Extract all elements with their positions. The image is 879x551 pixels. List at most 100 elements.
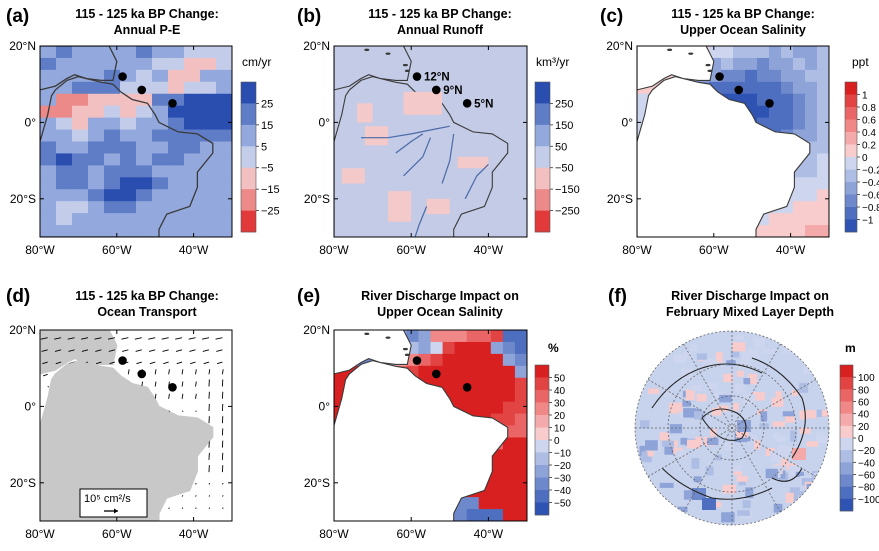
heatmap-cell [745, 57, 758, 71]
mld-cell [733, 402, 740, 411]
transport-vector [195, 393, 197, 399]
colorbar-tick-label-f: −60 [858, 471, 875, 482]
mld-cell [761, 348, 776, 354]
land-south-america-e [334, 360, 509, 521]
heatmap-cell [104, 153, 121, 166]
heatmap-cell [152, 213, 169, 226]
heatmap-cell [430, 341, 443, 355]
heatmap-cell [88, 177, 105, 190]
heatmap-cell [88, 141, 105, 154]
colorbar-segment-a [241, 124, 256, 147]
heatmap-cell [817, 213, 829, 226]
colorbar-segment-c [845, 107, 857, 120]
colorbar-tick-label-e: −20 [554, 461, 571, 472]
mld-cell [737, 510, 750, 516]
colorbar-segment-c [845, 169, 857, 183]
heatmap-cell [442, 377, 456, 391]
mld-cell [711, 407, 722, 416]
heatmap-cell [40, 189, 57, 202]
heatmap-cell [490, 509, 504, 521]
colorbar-tick-label-c: 0 [862, 153, 868, 164]
land-mask-e [334, 330, 509, 521]
mld-cell [732, 342, 746, 352]
heatmap-cell [514, 437, 527, 450]
heatmap-cell [40, 46, 57, 59]
heatmap-cell [152, 105, 169, 119]
heatmap-cell [184, 141, 201, 154]
mld-cell [735, 426, 749, 438]
heatmap-cell [514, 341, 527, 355]
heatmap-cell [418, 365, 431, 379]
heatmap-cell [454, 341, 468, 355]
heatmap-cell [478, 353, 492, 367]
heatmap-cell [490, 341, 504, 355]
colorbar-segment-e [535, 415, 549, 428]
transport-vector [161, 337, 169, 340]
heatmap-cell [88, 57, 105, 71]
transport-vector [195, 482, 197, 485]
mld-cell [707, 437, 719, 446]
mld-cell [751, 392, 765, 401]
heatmap-cell [817, 177, 829, 190]
island-b [404, 69, 410, 73]
panel-title-line2-f: February Mixed Layer Depth [666, 305, 834, 319]
transport-vector [154, 369, 157, 375]
heatmap-cell [200, 93, 217, 107]
colorbar-tick-label-e: 30 [554, 399, 566, 410]
colorbar-segment-b [535, 189, 550, 211]
transport-vector [216, 349, 223, 352]
mld-cell [676, 450, 687, 458]
heatmap-cell [805, 201, 818, 214]
land-central-america-c [637, 46, 715, 91]
runoff-decrease-patch [426, 198, 450, 215]
colorbar-segment-e [535, 390, 549, 403]
heatmap-cell [88, 225, 105, 237]
panel-title-line1-c: 115 - 125 ka BP Change: [671, 7, 815, 21]
mld-cell [738, 480, 746, 486]
heatmap-cell [200, 57, 217, 71]
heatmap-cell [184, 153, 201, 166]
heatmap-cell [168, 81, 185, 95]
heatmap-cell [72, 225, 89, 237]
heatmap-cell [88, 165, 105, 178]
heatmap-cells-a [40, 46, 232, 237]
heatmap-cell [817, 46, 829, 59]
coast-overlay-a [40, 46, 214, 237]
panel-title-line1-f: River Discharge Impact on [671, 289, 829, 303]
y-tick-label-e: 0° [319, 399, 331, 413]
mld-cell [799, 410, 807, 420]
colorbar-segment-e [535, 427, 549, 441]
colorbar-segment-e [535, 465, 549, 478]
colorbar-segment-a [241, 210, 256, 233]
mld-cell [747, 348, 754, 357]
colorbar-segment-b [535, 210, 550, 233]
heatmap-cell [40, 141, 57, 154]
colorbar-segment-a [241, 167, 256, 190]
heatmap-cell [478, 401, 492, 414]
heatmap-cell [805, 57, 818, 71]
heatmap-cell [56, 141, 73, 154]
mld-cell [664, 445, 674, 455]
mld-cell [801, 477, 815, 486]
heatmap-cell [514, 401, 527, 414]
transport-vector [54, 337, 62, 340]
heatmap-cell [168, 46, 185, 59]
heatmap-cell [817, 69, 829, 83]
heatmap-cell [514, 461, 527, 474]
heatmap-cell [216, 189, 232, 202]
x-tick-label-b: 40°W [474, 243, 504, 257]
colorbar-tick-label-f: 20 [858, 422, 870, 433]
colorbar-tick-label-b: 50 [555, 141, 567, 153]
mld-cell [648, 388, 660, 394]
heatmap-cell [168, 141, 185, 154]
x-tick-label-c: 80°W [622, 243, 652, 257]
colorbar-tick-label-f: −80 [858, 483, 875, 494]
heatmap-cell [793, 69, 806, 83]
mld-cell-strong [737, 420, 751, 432]
colorbar-units-b: km³/yr [536, 55, 569, 69]
x-tick-label-b: 60°W [396, 243, 426, 257]
colorbar-tick-label-c: 0.4 [862, 128, 876, 139]
colorbar-units-a: cm/yr [242, 55, 271, 69]
transport-vector [163, 361, 169, 365]
heatmap-cell [442, 353, 456, 367]
